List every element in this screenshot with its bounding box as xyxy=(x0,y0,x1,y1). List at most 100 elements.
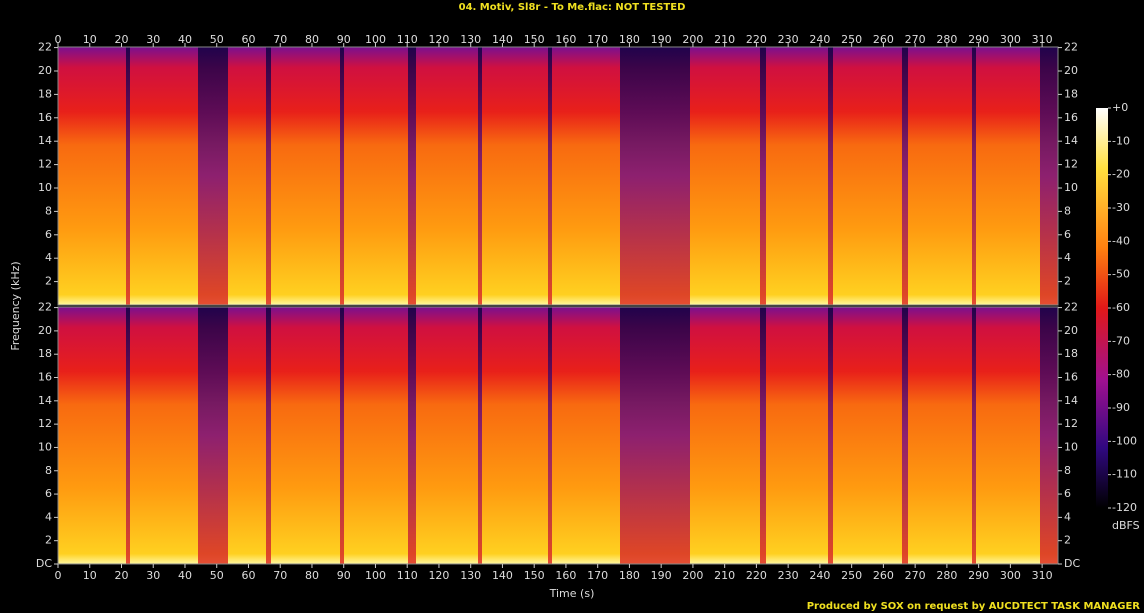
x-tick-label: 240 xyxy=(809,569,830,582)
y-tick-label: 12 xyxy=(38,158,52,171)
y-tick-label: 12 xyxy=(1064,158,1078,171)
x-tick-label: 220 xyxy=(746,569,767,582)
y-tick-label: 6 xyxy=(45,228,52,241)
silence-band xyxy=(1040,307,1058,564)
x-tick-label: 310 xyxy=(1032,33,1053,46)
silence-band xyxy=(620,307,690,564)
x-tick-label: 140 xyxy=(492,33,513,46)
y-tick-label: 6 xyxy=(1064,487,1071,500)
silence-band xyxy=(760,47,766,305)
y-tick-label: 22 xyxy=(1064,41,1078,54)
y-tick-label: 22 xyxy=(1064,301,1078,314)
y-tick-label: 16 xyxy=(38,371,52,384)
x-tick-label: 90 xyxy=(337,569,351,582)
x-tick-label: 240 xyxy=(809,33,830,46)
y-tick-label: 14 xyxy=(1064,394,1078,407)
x-tick-label: 260 xyxy=(873,33,894,46)
colorbar-tick-label: -40 xyxy=(1112,234,1130,247)
x-tick-label: 180 xyxy=(619,569,640,582)
silence-band xyxy=(266,307,271,564)
x-tick-label: 100 xyxy=(365,33,386,46)
y-tick-label: 8 xyxy=(1064,464,1071,477)
x-tick-label: 250 xyxy=(841,569,862,582)
silence-band xyxy=(1040,47,1058,305)
x-tick-label: 80 xyxy=(305,33,319,46)
x-tick-label: 40 xyxy=(178,33,192,46)
y-tick-label: 18 xyxy=(1064,347,1078,360)
silence-band xyxy=(340,307,344,564)
y-tick-label: 14 xyxy=(38,134,52,147)
x-tick-label: 10 xyxy=(83,33,97,46)
plot-frame xyxy=(57,306,1059,565)
x-tick-label: 170 xyxy=(587,569,608,582)
colorbar-tick-label: -110 xyxy=(1112,468,1137,481)
colorbar-tick-label: -70 xyxy=(1112,334,1130,347)
y-axis-label: Frequency (kHz) xyxy=(9,261,22,350)
x-tick-label: 0 xyxy=(55,569,62,582)
colorbar-tick-label: -20 xyxy=(1112,168,1130,181)
colorbar xyxy=(1096,108,1108,508)
y-tick-label: 18 xyxy=(38,87,52,100)
y-tick-label: 18 xyxy=(38,347,52,360)
x-tick-label: 60 xyxy=(241,33,255,46)
silence-band xyxy=(198,307,228,564)
y-tick-label: 4 xyxy=(1064,251,1071,264)
colorbar-tick-label: -10 xyxy=(1112,134,1130,147)
x-tick-label: 160 xyxy=(555,33,576,46)
x-tick-label: 40 xyxy=(178,569,192,582)
silence-band xyxy=(408,307,416,564)
x-tick-label: 160 xyxy=(555,569,576,582)
y-tick-label: 10 xyxy=(1064,181,1078,194)
y-tick-label: 20 xyxy=(38,64,52,77)
silence-band xyxy=(340,47,344,305)
silence-band xyxy=(620,47,690,305)
colorbar-tick-label: -60 xyxy=(1112,301,1130,314)
silence-band xyxy=(478,307,482,564)
x-tick-label: 90 xyxy=(337,33,351,46)
y-tick-label: 4 xyxy=(1064,510,1071,523)
x-tick-label: 300 xyxy=(1000,569,1021,582)
x-tick-label: 0 xyxy=(55,33,62,46)
silence-band xyxy=(548,307,552,564)
x-tick-label: 180 xyxy=(619,33,640,46)
y-tick-label: 6 xyxy=(1064,228,1071,241)
x-tick-label: 190 xyxy=(651,33,672,46)
y-tick-label: 2 xyxy=(45,275,52,288)
y-tick-label: 12 xyxy=(38,417,52,430)
y-tick-label: 2 xyxy=(1064,534,1071,547)
colorbar-tick-label: -120 xyxy=(1112,501,1137,514)
silence-band xyxy=(828,47,833,305)
x-tick-label: 50 xyxy=(210,569,224,582)
x-tick-label: 300 xyxy=(1000,33,1021,46)
silence-band xyxy=(126,307,130,564)
y-tick-label: 2 xyxy=(45,534,52,547)
silence-band xyxy=(902,307,908,564)
y-tick-label: 10 xyxy=(38,440,52,453)
x-tick-label: 120 xyxy=(428,33,449,46)
silence-band xyxy=(972,307,976,564)
silence-band xyxy=(760,307,766,564)
y-tick-label: 2 xyxy=(1064,275,1071,288)
x-tick-label: 130 xyxy=(460,33,481,46)
y-tick-label: 22 xyxy=(38,301,52,314)
colorbar-tick-label: -100 xyxy=(1112,434,1137,447)
x-tick-label: 170 xyxy=(587,33,608,46)
y-tick-label: 10 xyxy=(38,181,52,194)
colorbar-tick-label: -30 xyxy=(1112,201,1130,214)
x-tick-label: 250 xyxy=(841,33,862,46)
silence-band xyxy=(972,47,976,305)
y-tick-label: 10 xyxy=(1064,440,1078,453)
x-tick-label: 30 xyxy=(146,33,160,46)
plot-frame xyxy=(57,46,1059,306)
x-tick-label: 150 xyxy=(524,569,545,582)
colorbar-label: dBFS xyxy=(1112,519,1140,532)
silence-band xyxy=(408,47,416,305)
y-tick-label: DC xyxy=(1064,557,1080,570)
x-tick-label: 230 xyxy=(778,33,799,46)
footer: Produced by SOX on request by AUCDTECT T… xyxy=(807,601,1141,612)
x-axis-label: Time (s) xyxy=(549,587,595,600)
y-tick-label: DC xyxy=(36,557,52,570)
x-tick-label: 30 xyxy=(146,569,160,582)
x-tick-label: 280 xyxy=(936,33,957,46)
x-tick-label: 310 xyxy=(1032,569,1053,582)
